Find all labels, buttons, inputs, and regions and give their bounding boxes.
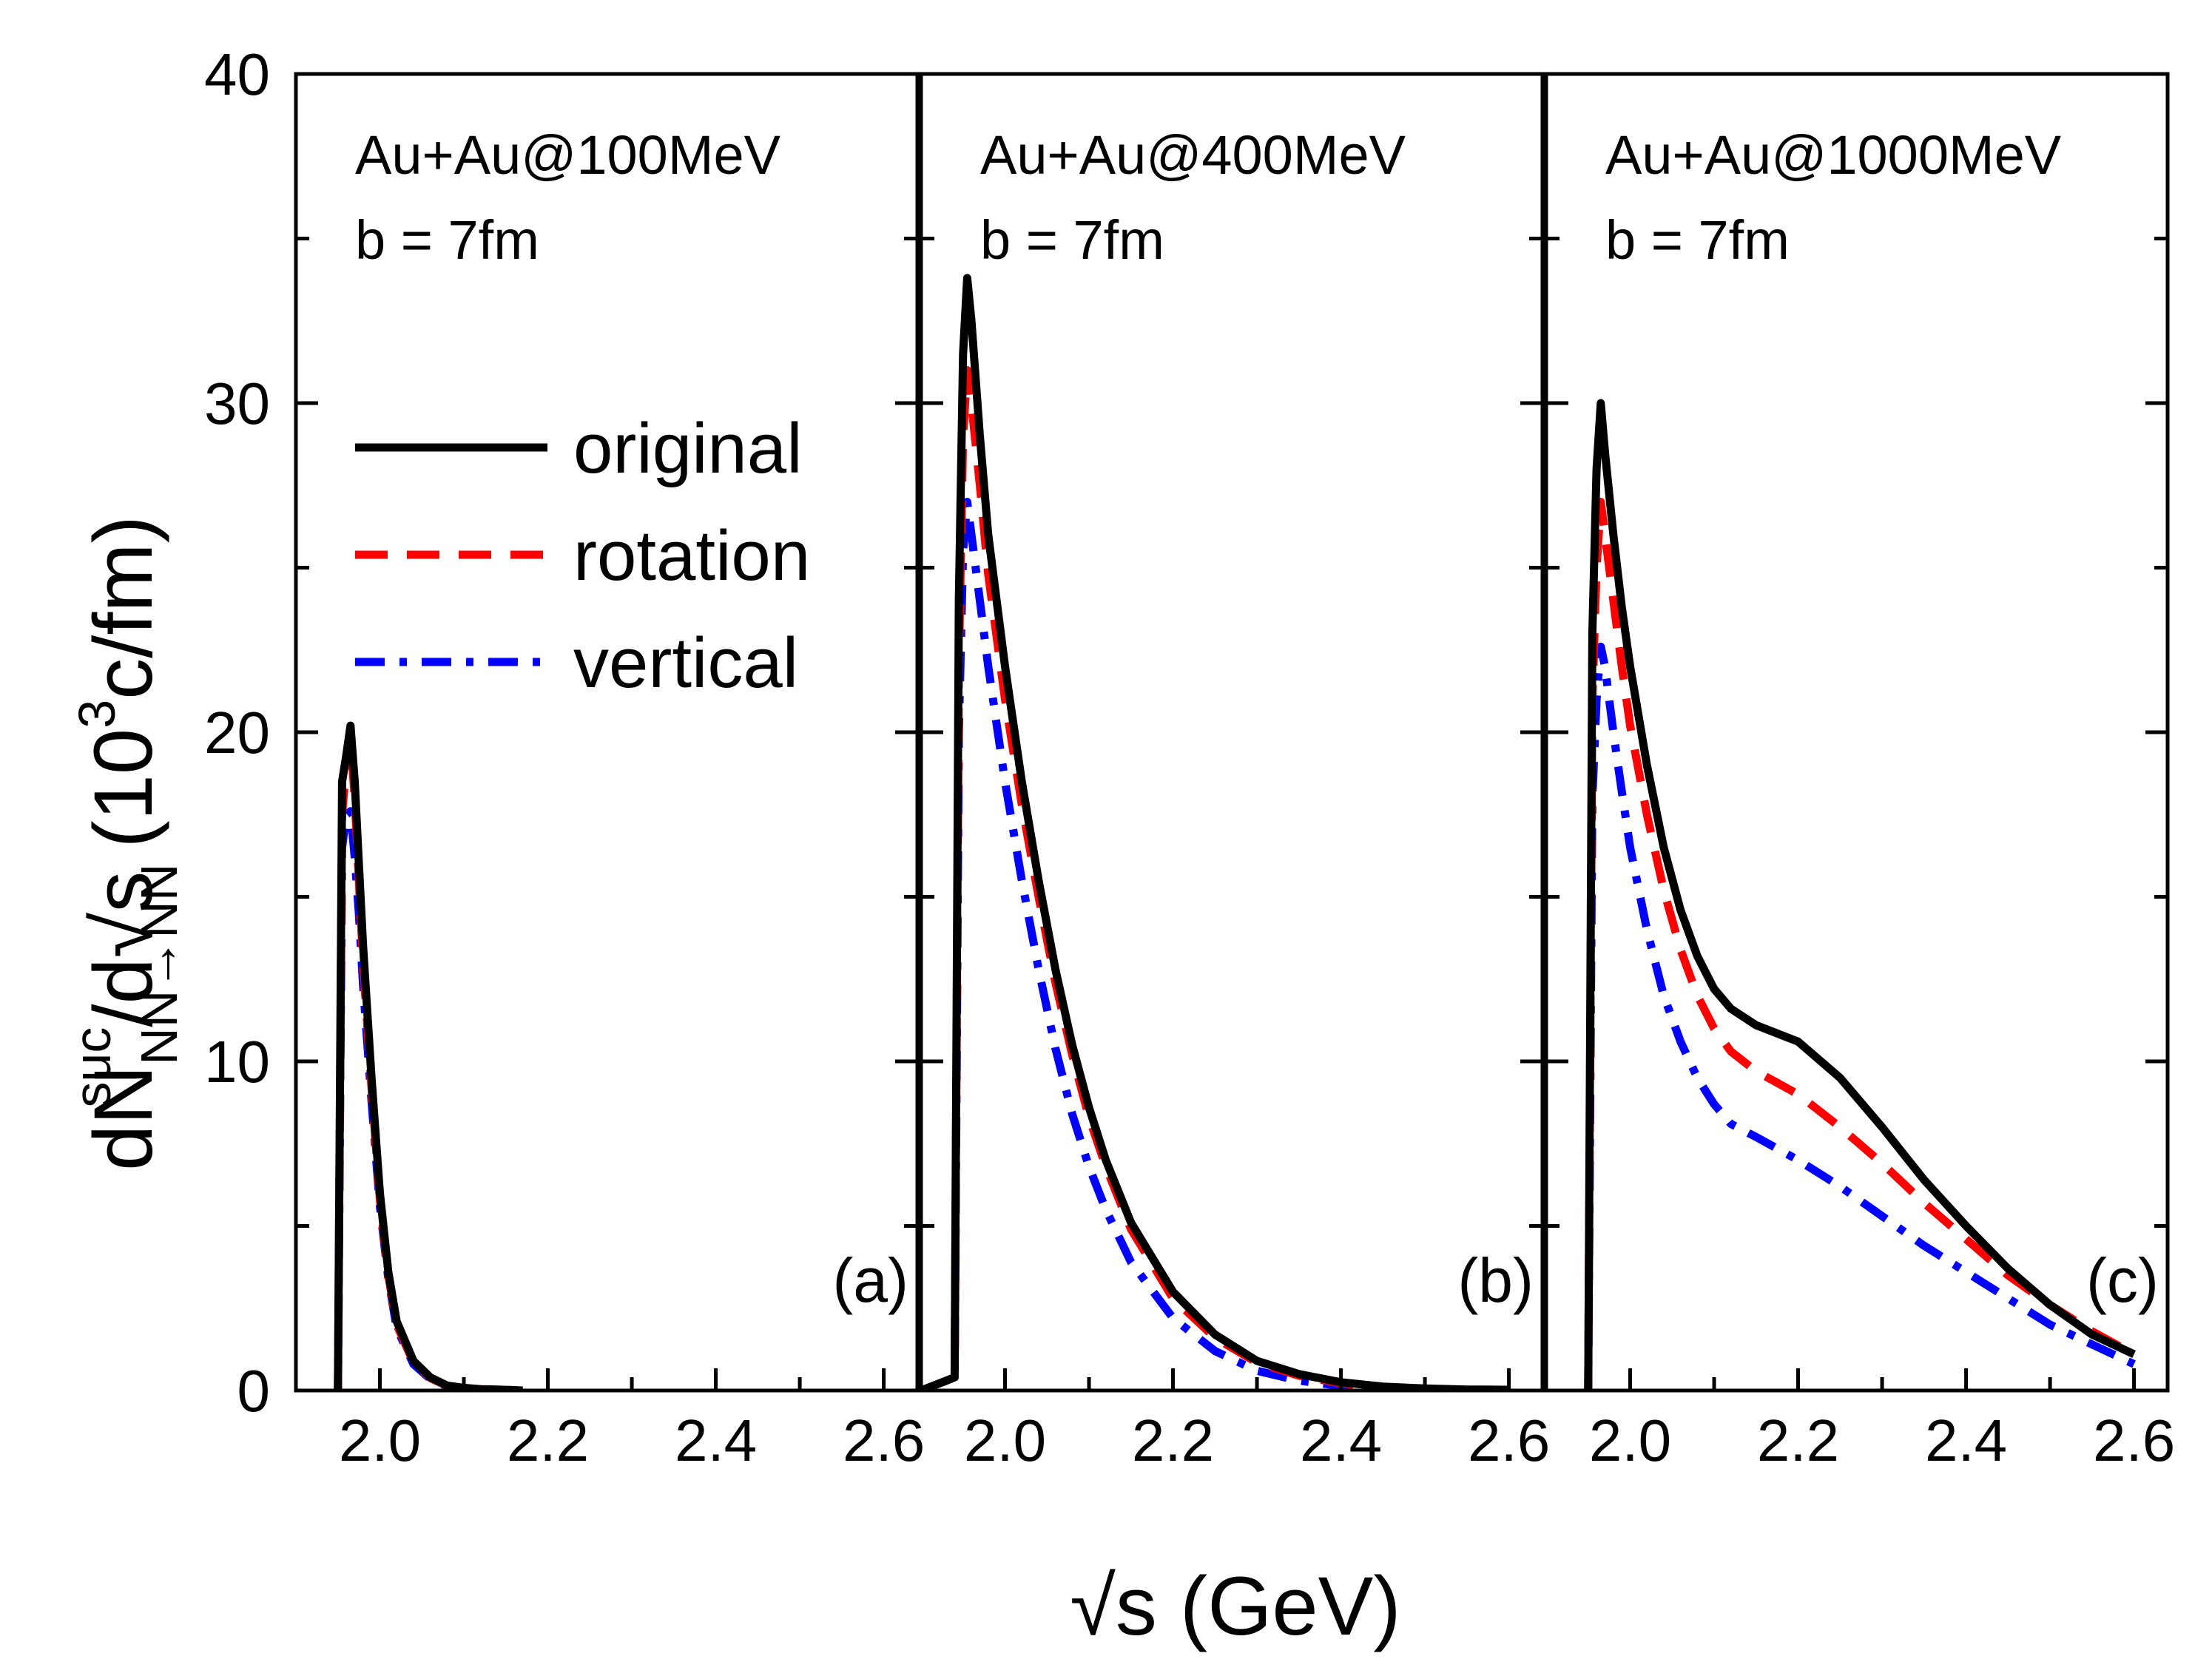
chart-series-layer bbox=[334, 274, 2137, 1391]
panel-impact-parameter: b = 7fm bbox=[1605, 209, 1790, 271]
xtick-label: 2.0 bbox=[1589, 1408, 1671, 1473]
series-rotation-panel-2 bbox=[921, 366, 1509, 1391]
panel-title: Au+Au@1000MeV bbox=[1605, 124, 2062, 186]
xtick-label: 2.0 bbox=[964, 1408, 1046, 1473]
y-title-sup: suc bbox=[64, 1027, 121, 1108]
panel-impact-parameter: b = 7fm bbox=[355, 209, 539, 271]
ytick-label: 0 bbox=[237, 1358, 271, 1424]
y-axis-title: dNNN→NNsuc/d√s (103c/fm) bbox=[64, 516, 188, 1171]
ytick-label: 10 bbox=[204, 1029, 270, 1095]
ytick-label: 40 bbox=[204, 41, 270, 107]
chart-text-layer: 2.0 2.2 2.4 2.6 Au+Au@100MeV b = 7fm (a) 2.0 2.2… bbox=[204, 41, 2175, 1473]
panel-label: (b) bbox=[1457, 1246, 1534, 1315]
ytick-label: 30 bbox=[204, 371, 270, 436]
series-rotation-panel-3 bbox=[1584, 498, 2137, 1391]
panel-impact-parameter: b = 7fm bbox=[980, 209, 1164, 271]
panel-2-series bbox=[921, 274, 1509, 1391]
y-title-sub: NN→NN bbox=[130, 864, 188, 1065]
panel-1-series bbox=[334, 721, 523, 1391]
panel-title: Au+Au@100MeV bbox=[355, 124, 781, 186]
xtick-label: 2.2 bbox=[507, 1408, 589, 1473]
xtick-label: 2.4 bbox=[1300, 1408, 1382, 1473]
series-vertical-panel-1 bbox=[334, 807, 523, 1391]
series-rotation-panel-1 bbox=[334, 734, 523, 1391]
legend-label-vertical: vertical bbox=[573, 624, 798, 703]
y-title-main: dN bbox=[77, 1065, 169, 1171]
series-original-panel-1 bbox=[334, 721, 523, 1391]
panel-3-series bbox=[1584, 399, 2137, 1391]
series-original-panel-3 bbox=[1584, 399, 2136, 1391]
xtick-label: 2.4 bbox=[1925, 1408, 2007, 1473]
xtick-label: 2.2 bbox=[1757, 1408, 1839, 1473]
xtick-label: 2.6 bbox=[1468, 1408, 1550, 1473]
xtick-label: 2.6 bbox=[843, 1408, 925, 1473]
xtick-label: 2.4 bbox=[675, 1408, 757, 1473]
series-original-panel-2 bbox=[921, 274, 1509, 1391]
ytick-label: 20 bbox=[204, 700, 270, 766]
xtick-label: 2.6 bbox=[2093, 1408, 2175, 1473]
legend-label-original: original bbox=[573, 409, 803, 488]
y-title-rest: /d√s (10 bbox=[77, 729, 169, 1027]
chart-frame-layer bbox=[294, 72, 2170, 1393]
series-vertical-panel-3 bbox=[1584, 642, 2136, 1391]
xtick-label: 2.2 bbox=[1132, 1408, 1214, 1473]
x-axis-title: √s (GeV) bbox=[1070, 1560, 1400, 1652]
y-title-unit: c/fm) bbox=[77, 516, 169, 700]
legend-label-rotation: rotation bbox=[573, 516, 810, 595]
xtick-label: 2.0 bbox=[339, 1408, 421, 1473]
panel-label: (a) bbox=[832, 1246, 908, 1315]
series-vertical-panel-2 bbox=[921, 498, 1509, 1391]
panel-title: Au+Au@400MeV bbox=[980, 124, 1406, 186]
panel-1-frame bbox=[294, 72, 920, 1393]
y-title-exp: 3 bbox=[68, 700, 126, 729]
panel-label: (c) bbox=[2086, 1246, 2159, 1315]
